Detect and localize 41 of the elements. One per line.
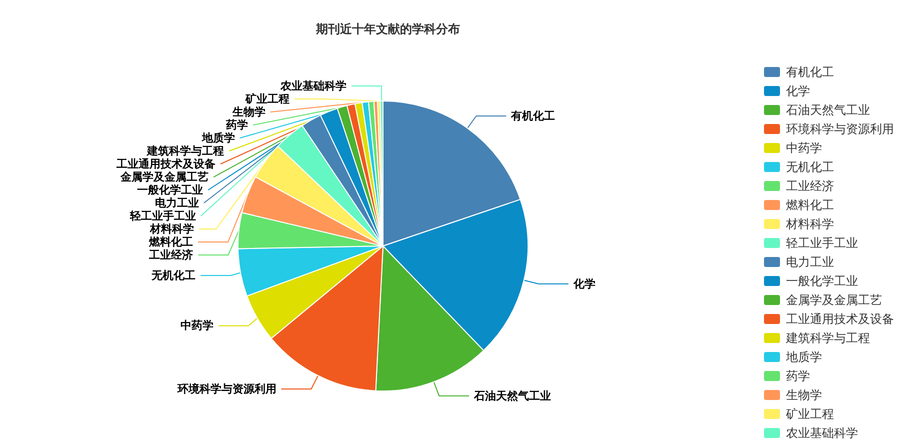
- legend-label: 化学: [786, 84, 810, 98]
- legend-label: 电力工业: [786, 255, 834, 269]
- slice-label: 化学: [572, 277, 596, 290]
- slice-label: 农业基础科学: [279, 80, 346, 93]
- slice-label: 药学: [225, 118, 248, 132]
- slice-label: 材料科学: [148, 222, 194, 236]
- legend-label: 一般化学工业: [786, 274, 858, 288]
- slice-label: 地质学: [200, 132, 235, 145]
- slice-label: 一般化学工业: [137, 184, 204, 197]
- slice-label: 轻工业手工业: [128, 210, 196, 223]
- legend-label: 地质学: [785, 350, 822, 364]
- chart-title: 期刊近十年文献的学科分布: [315, 22, 460, 36]
- legend-label: 矿业工程: [785, 407, 834, 421]
- slice-label: 电力工业: [154, 196, 199, 210]
- slice-label: 生物学: [231, 106, 266, 119]
- slice-label: 有机化工: [510, 109, 556, 122]
- slice-label: 金属学及金属工艺: [120, 170, 209, 184]
- legend-label: 石油天然气工业: [786, 103, 870, 117]
- slice-label: 石油天然气工业: [473, 389, 552, 402]
- slice-label: 环境科学与资源利用: [176, 382, 276, 396]
- slice-label: 矿业工程: [244, 92, 290, 106]
- slice-label: 燃料化工: [148, 236, 194, 249]
- legend-label: 药学: [786, 369, 810, 383]
- legend-label: 无机化工: [786, 160, 834, 174]
- legend-label: 金属学及金属工艺: [786, 293, 882, 307]
- legend-label: 建筑科学与工程: [785, 331, 870, 345]
- legend-label: 轻工业手工业: [786, 236, 858, 250]
- legend-label: 工业经济: [786, 179, 834, 193]
- legend-label: 燃料化工: [786, 198, 834, 212]
- slice-label: 工业通用技术及设备: [116, 158, 216, 171]
- slice-label: 建筑科学与工程: [146, 144, 224, 158]
- legend-label: 中药学: [786, 141, 822, 155]
- slice-label: 工业经济: [148, 248, 194, 262]
- legend-label: 环境科学与资源利用: [786, 122, 894, 136]
- slice-label: 中药学: [180, 319, 214, 332]
- slice-label: 无机化工: [150, 268, 196, 282]
- legend-label: 工业通用技术及设备: [786, 312, 894, 326]
- legend-label: 生物学: [786, 388, 822, 402]
- legend-label: 材料科学: [785, 217, 834, 231]
- legend-label: 有机化工: [786, 65, 834, 79]
- legend-label: 农业基础科学: [786, 426, 858, 440]
